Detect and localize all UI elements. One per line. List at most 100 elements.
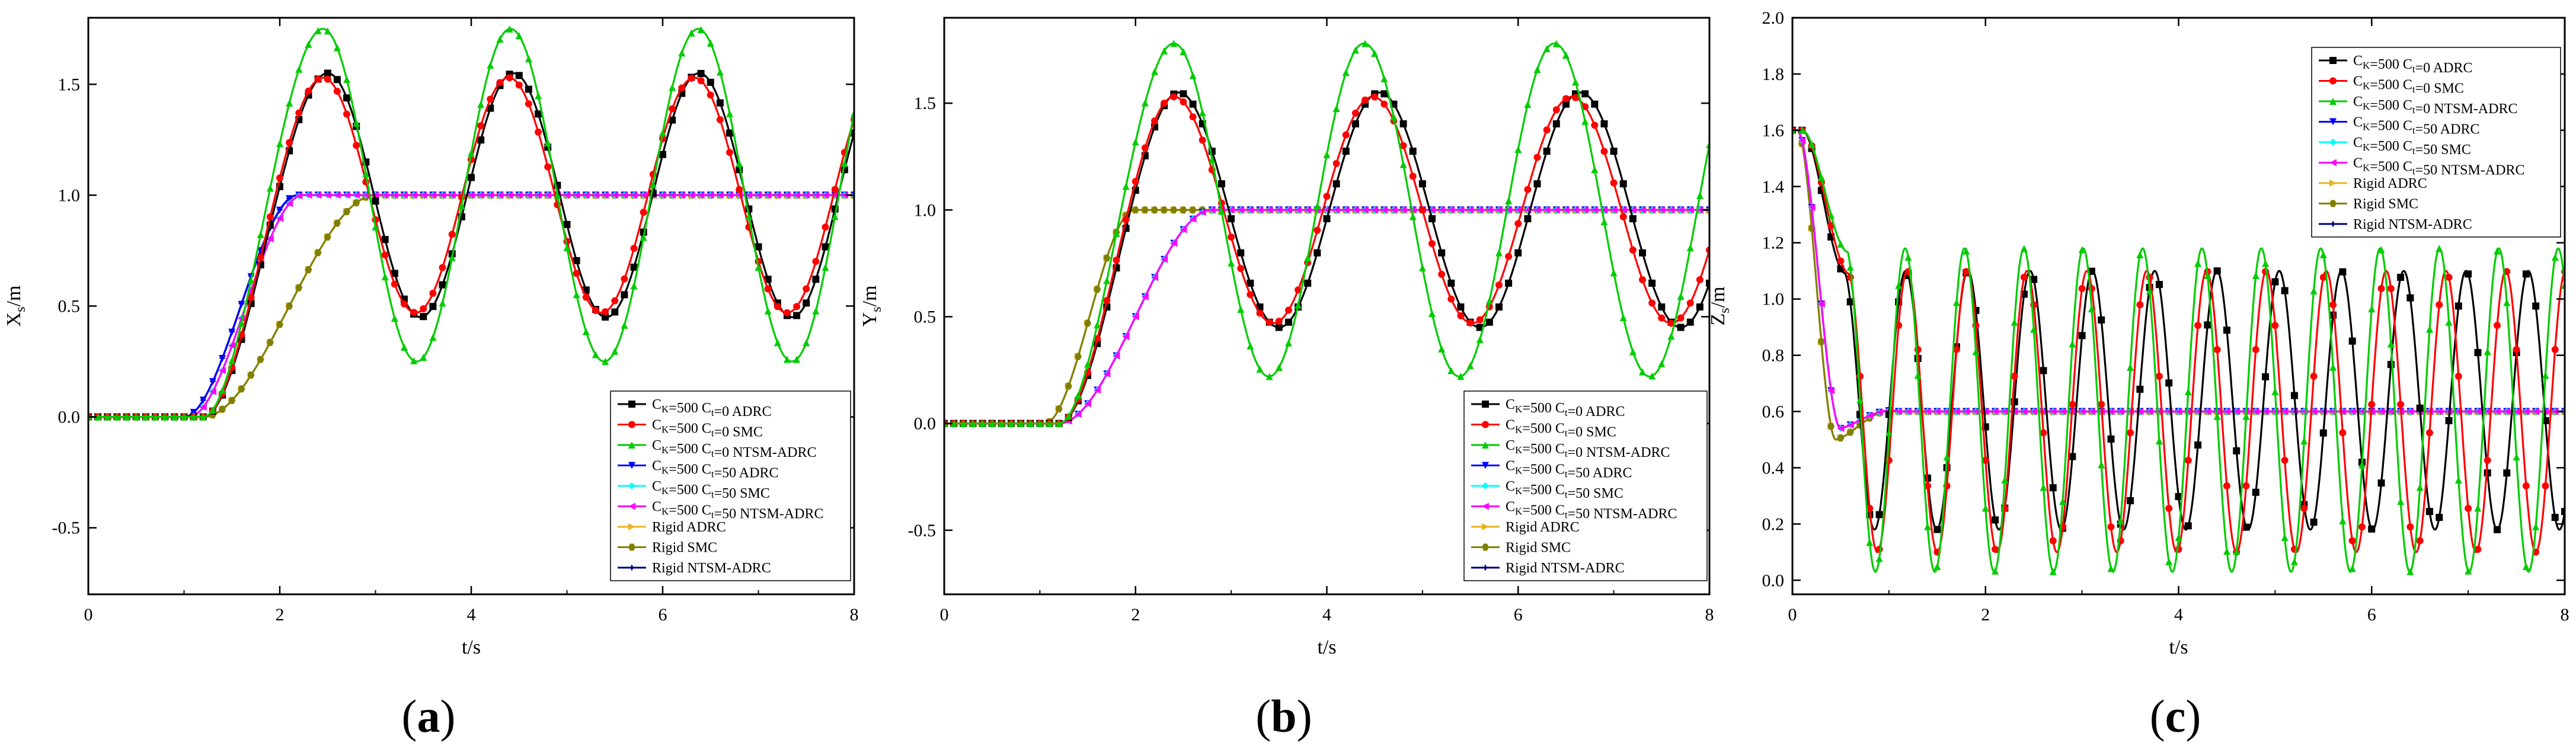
- data-point: [1189, 72, 1197, 79]
- data-point: [831, 191, 839, 199]
- data-point: [1457, 373, 1465, 380]
- data-point: [171, 413, 178, 421]
- legend-label: Rigid ADRC: [652, 520, 726, 535]
- data-point: [324, 69, 331, 77]
- data-point: [1237, 306, 1245, 313]
- data-point: [1189, 206, 1197, 214]
- legend-marker: [2329, 180, 2337, 187]
- data-point: [592, 191, 599, 199]
- legend-item: CK=500 Ct=0 SMC: [2319, 74, 2464, 97]
- data-point: [343, 208, 351, 216]
- data-point: [2117, 408, 2124, 415]
- data-point: [707, 78, 714, 86]
- data-point: [649, 181, 657, 188]
- data-point: [1237, 206, 1245, 214]
- data-point: [1904, 254, 1912, 261]
- data-point: [2406, 523, 2414, 531]
- data-point: [2348, 337, 2356, 345]
- data-point: [960, 420, 967, 427]
- series-line-1: [944, 91, 1709, 425]
- data-point: [1658, 360, 1666, 367]
- data-point: [2436, 514, 2443, 521]
- data-point: [2387, 340, 2395, 348]
- data-point: [2368, 401, 2376, 408]
- data-point: [2233, 408, 2241, 415]
- data-point: [2262, 408, 2270, 415]
- data-point: [2049, 408, 2057, 415]
- legend-marker: [2329, 159, 2337, 167]
- data-point: [1247, 206, 1254, 214]
- data-point: [2454, 373, 2462, 380]
- data-point: [2436, 245, 2443, 252]
- data-point: [745, 213, 753, 220]
- series-line-6: [88, 194, 854, 418]
- data-point: [506, 74, 513, 82]
- data-point: [468, 174, 475, 181]
- data-point: [1972, 408, 1980, 415]
- data-point: [1371, 206, 1379, 214]
- data-point: [688, 74, 695, 82]
- data-point: [2155, 281, 2163, 289]
- data-point: [1524, 215, 1532, 223]
- data-point: [1161, 255, 1168, 263]
- data-point: [458, 202, 465, 210]
- x-tick-label: 4: [1322, 605, 1331, 625]
- data-point: [2175, 408, 2182, 415]
- data-point: [2445, 417, 2453, 424]
- legend-label: CK=500 Ct=50 NTSM-ADRC: [1506, 500, 1677, 522]
- data-point: [314, 75, 322, 83]
- data-point: [1342, 131, 1350, 139]
- data-point: [2252, 408, 2259, 415]
- data-point: [2319, 251, 2327, 258]
- data-point: [2406, 568, 2414, 575]
- data-point: [2493, 247, 2501, 255]
- data-point: [305, 191, 312, 199]
- data-point: [2290, 558, 2298, 565]
- data-point: [822, 223, 829, 231]
- data-point: [1151, 206, 1159, 214]
- data-point: [2049, 568, 2057, 575]
- data-point: [1686, 206, 1694, 214]
- data-point: [362, 170, 370, 178]
- data-point: [2493, 408, 2501, 415]
- data-point: [563, 244, 571, 251]
- legend-label: CK=500 Ct=0 ADRC: [2353, 53, 2472, 76]
- data-point: [2069, 340, 2076, 348]
- legend-item: CK=500 Ct=0 SMC: [618, 418, 763, 440]
- data-point: [2474, 408, 2482, 415]
- data-point: [2377, 246, 2385, 254]
- data-point: [2339, 429, 2347, 437]
- data-point: [286, 99, 293, 107]
- data-point: [1543, 148, 1551, 155]
- data-point: [2503, 408, 2511, 415]
- data-point: [420, 191, 427, 199]
- series-line-5: [88, 194, 854, 418]
- data-point: [1237, 265, 1245, 273]
- data-point: [2030, 408, 2038, 415]
- data-point: [736, 159, 743, 167]
- data-point: [372, 191, 379, 199]
- data-point: [333, 87, 341, 95]
- data-point: [1208, 206, 1216, 214]
- data-point: [1846, 428, 1854, 436]
- data-point: [2155, 437, 2163, 445]
- data-point: [1438, 206, 1446, 214]
- data-point: [1572, 78, 1580, 86]
- data-point: [1992, 408, 1999, 415]
- data-point: [2484, 408, 2491, 415]
- data-point: [257, 254, 264, 261]
- data-point: [1228, 206, 1235, 214]
- data-point: [161, 413, 169, 421]
- data-point: [2484, 456, 2491, 464]
- data-point: [468, 191, 475, 199]
- data-point: [1610, 269, 1618, 277]
- data-point: [2194, 441, 2202, 449]
- legend-label: Rigid SMC: [2353, 197, 2418, 212]
- data-point: [1591, 166, 1599, 174]
- data-point: [2040, 367, 2047, 374]
- x-tick-label: 0: [84, 605, 93, 625]
- data-point: [1103, 254, 1111, 262]
- data-point: [142, 413, 149, 421]
- data-point: [803, 285, 810, 293]
